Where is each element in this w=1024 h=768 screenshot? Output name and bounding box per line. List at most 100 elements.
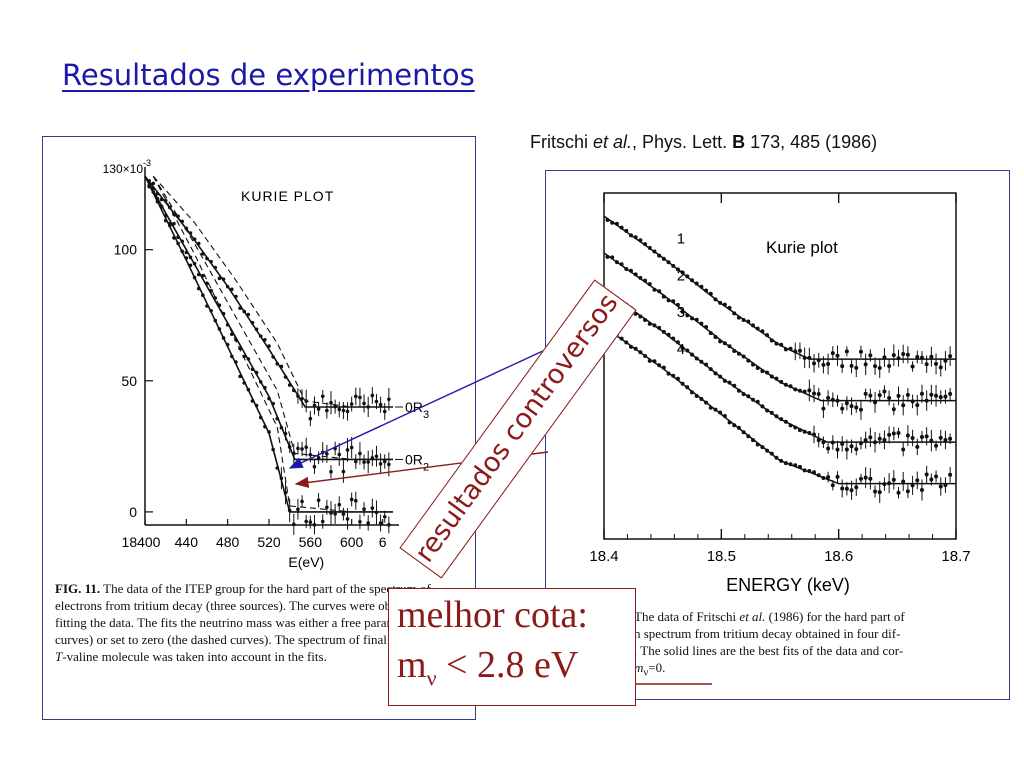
left-data-point [312, 464, 317, 469]
right-data-point [924, 398, 929, 403]
right-caption-line2: n spectrum from tritium decay obtained i… [634, 626, 901, 641]
right-points [605, 217, 953, 504]
right-data-point [938, 435, 943, 440]
right-data-point [708, 291, 713, 296]
left-data-point [188, 231, 193, 235]
left-data-point [333, 512, 337, 516]
right-data-point [614, 221, 619, 226]
right-data-point [896, 490, 901, 495]
left-data-point [374, 399, 379, 404]
right-data-point [741, 392, 746, 397]
right-data-point [896, 430, 901, 435]
right-data-point [638, 350, 643, 355]
right-data-point [882, 389, 887, 394]
right-data-point [661, 329, 666, 334]
right-data-point [718, 339, 723, 344]
right-data-point [647, 282, 652, 287]
left-data-point [337, 502, 342, 507]
left-data-point [263, 337, 267, 342]
right-data-point [685, 385, 690, 390]
left-data-point [287, 508, 292, 513]
right-x-tick-label: 18.7 [941, 548, 970, 565]
right-data-point [797, 388, 802, 393]
right-data-point [873, 364, 878, 369]
right-data-point [802, 389, 807, 394]
right-data-point [685, 348, 690, 353]
left-data-point [242, 381, 246, 385]
best-limit-value: mν < 2.8 eV [397, 643, 578, 692]
left-fit-curve-dashed [152, 175, 393, 460]
right-data-point [633, 235, 638, 240]
left-data-point [230, 332, 234, 337]
left-data-point [362, 460, 366, 464]
right-data-point [901, 403, 906, 408]
right-data-point [699, 284, 704, 289]
right-data-point [765, 333, 770, 338]
right-data-point [666, 298, 671, 303]
right-data-point [704, 325, 709, 330]
right-data-point [610, 255, 615, 260]
right-data-point [751, 323, 756, 328]
left-data-point [283, 491, 288, 495]
left-data-point [325, 408, 329, 413]
left-data-point [349, 402, 354, 406]
left-data-point [300, 396, 304, 401]
left-data-point [362, 401, 366, 406]
right-data-point [901, 351, 906, 356]
right-data-point [948, 436, 953, 441]
citation: Fritschi et al., Phys. Lett. B 173, 485 … [530, 132, 877, 153]
right-data-point [765, 448, 770, 453]
left-data-point [254, 370, 259, 375]
right-data-point [915, 403, 920, 408]
right-data-point [868, 353, 873, 358]
right-data-point [919, 355, 924, 360]
right-data-point [854, 447, 859, 452]
right-data-point [638, 238, 643, 243]
right-data-point [816, 358, 821, 363]
right-data-point [708, 405, 713, 410]
right-data-point [807, 468, 812, 473]
right-data-point [741, 318, 746, 323]
left-data-point [254, 403, 259, 408]
right-data-point [661, 365, 666, 370]
right-data-point [722, 414, 727, 419]
left-data-point [180, 239, 184, 244]
right-data-point [671, 299, 676, 304]
left-data-point [354, 459, 358, 464]
left-data-point [234, 337, 238, 342]
left-data-point [196, 286, 201, 291]
right-data-point [722, 302, 727, 307]
right-data-point [736, 425, 741, 430]
right-data-point [760, 329, 765, 334]
left-data-point [354, 498, 358, 503]
right-data-point [704, 288, 709, 293]
right-data-point [919, 487, 924, 492]
left-line-label-sub: 2 [423, 461, 429, 473]
right-data-point [736, 315, 741, 320]
right-data-point [835, 353, 840, 358]
right-data-point [812, 432, 817, 437]
right-caption-nu: ν [643, 666, 649, 679]
right-data-point [919, 435, 924, 440]
right-data-point [943, 483, 948, 488]
right-data-point [675, 376, 680, 381]
right-data-point [854, 485, 859, 490]
right-data-point [718, 300, 723, 305]
left-data-point [374, 510, 379, 515]
left-data-point [184, 256, 189, 260]
right-data-point [666, 260, 671, 265]
left-data-point [258, 415, 263, 420]
right-data-point [643, 278, 648, 283]
left-data-point [225, 284, 230, 289]
right-data-point [802, 468, 807, 473]
left-x-tick-label: 6 [379, 534, 387, 550]
left-data-point [172, 236, 176, 240]
right-data-point [873, 400, 878, 405]
left-data-point [374, 454, 379, 459]
right-caption-line4: mν=0. [634, 659, 1004, 682]
right-chart-title: Kurie plot [766, 238, 838, 257]
left-caption-fig-label: FIG. 11. [55, 581, 101, 596]
right-data-point [643, 354, 648, 359]
left-data-point [358, 395, 362, 400]
left-data-point [217, 276, 222, 281]
